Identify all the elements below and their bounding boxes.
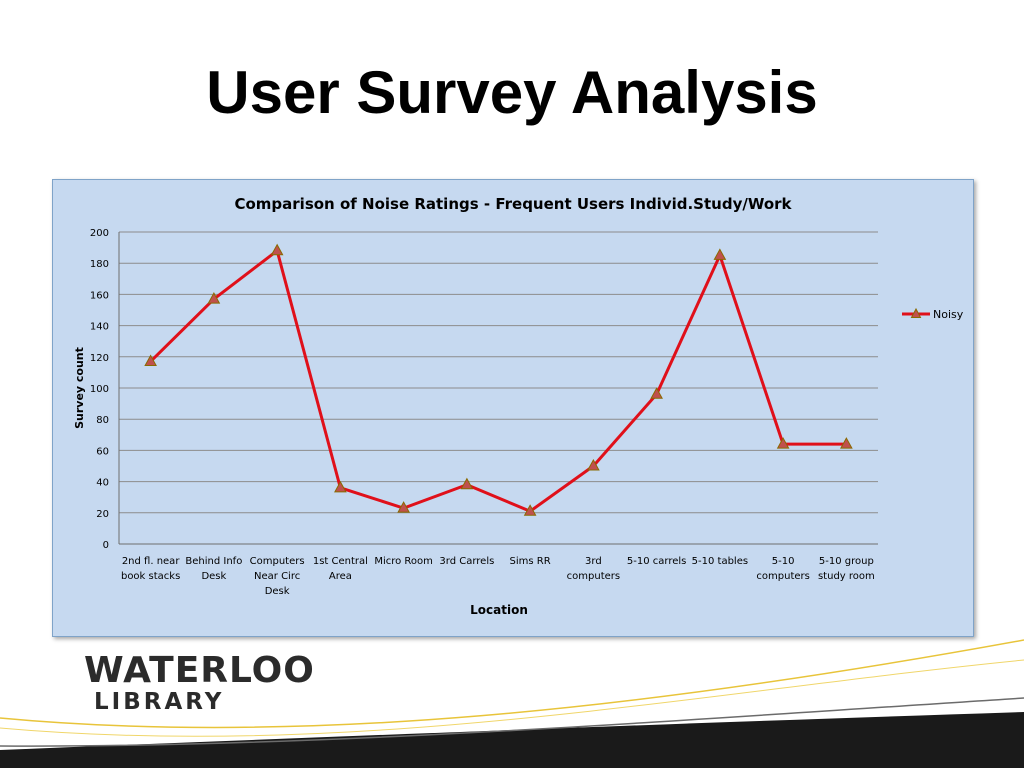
data-point-marker [460, 477, 474, 490]
y-tick-label: 200 [90, 228, 109, 239]
x-tick-label: 5-10 group study room [818, 556, 875, 582]
data-point-marker [587, 458, 600, 471]
slide-title: User Survey Analysis [206, 59, 818, 126]
data-point-marker [523, 504, 537, 516]
x-axis-title: Location [470, 603, 528, 617]
y-tick-label: 140 [90, 322, 109, 333]
x-tick-label: Sims RR [510, 556, 551, 567]
y-tick-label: 160 [90, 290, 109, 301]
x-tick-label: 2nd fl. near book stacks [121, 556, 180, 582]
y-tick-label: 180 [90, 259, 109, 270]
chart-title: Comparison of Noise Ratings - Frequent U… [234, 195, 792, 213]
x-tick-label: 3rd computers [567, 556, 620, 582]
x-tick-label: Behind Info Desk [185, 556, 242, 582]
legend-swatch-marker [910, 307, 922, 318]
y-tick-label: 20 [96, 509, 109, 520]
x-tick-label: 5-10 tables [692, 556, 748, 567]
footer-grey-curve [0, 697, 1024, 747]
footer-black-band [0, 712, 1024, 768]
line-chart: Comparison of Noise Ratings - Frequent U… [73, 195, 964, 617]
data-point-marker [144, 354, 157, 366]
footer-swoosh [0, 639, 1024, 768]
x-tick-label: 1st Central Area [313, 556, 368, 582]
x-tick-label: 5-10 carrels [627, 556, 686, 567]
logo-library: LIBRARY [94, 689, 225, 715]
legend-label-noisy: Noisy [933, 308, 964, 321]
x-tick-label: 3rd Carrels [439, 556, 494, 567]
x-tick-label: Computers Near Circ Desk [250, 556, 305, 597]
y-tick-label: 100 [90, 384, 109, 395]
series-line-noisy [149, 249, 847, 513]
data-point-marker [650, 387, 663, 399]
y-tick-label: 40 [96, 478, 109, 489]
y-tick-label: 0 [103, 540, 109, 551]
y-tick-label: 120 [90, 353, 109, 364]
y-tick-label: 80 [96, 415, 109, 426]
footer-gold-curve-1 [0, 639, 1024, 729]
data-point-marker [334, 480, 347, 493]
chart-panel: Comparison of Noise Ratings - Frequent U… [52, 179, 974, 637]
y-axis-title: Survey count [73, 347, 86, 429]
y-tick-label: 60 [96, 446, 109, 457]
data-point-marker [713, 248, 727, 260]
footer-gold-curve-2 [0, 659, 1024, 737]
x-tick-label: Micro Room [374, 556, 433, 567]
logo-waterloo: WATERLOO [84, 650, 315, 691]
data-point-marker [840, 437, 853, 449]
data-point-marker [776, 437, 790, 449]
x-tick-label: 5-10 computers [756, 556, 809, 582]
data-point-marker [397, 501, 410, 513]
data-point-marker [270, 243, 284, 256]
data-point-marker [207, 292, 221, 304]
